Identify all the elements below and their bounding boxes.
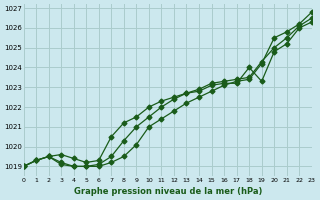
- X-axis label: Graphe pression niveau de la mer (hPa): Graphe pression niveau de la mer (hPa): [74, 187, 262, 196]
